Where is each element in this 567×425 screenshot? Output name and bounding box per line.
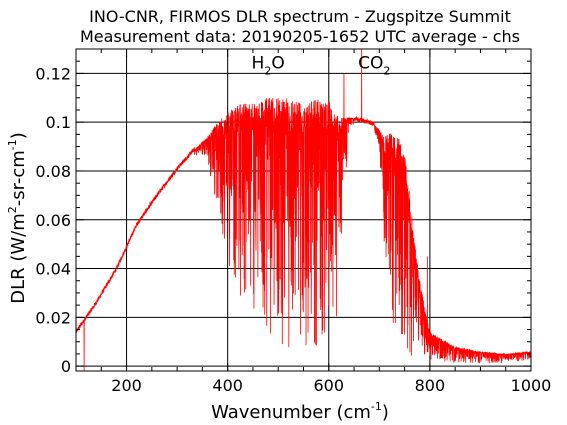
x-tick-label: 800 <box>415 376 446 395</box>
band-annotations: H2O CO2 <box>252 54 391 78</box>
x-tick-label: 1000 <box>511 376 552 395</box>
dlr-spectrum-series <box>75 48 532 372</box>
chart-title: INO-CNR, FIRMOS DLR spectrum - Zugspitze… <box>89 7 511 26</box>
axis-ticks <box>75 48 532 371</box>
y-axis-label: DLR (W/m2-sr-cm-1) <box>6 132 29 304</box>
dlr-spectrum-line <box>75 48 532 372</box>
band-annotation: CO2 <box>358 54 390 78</box>
y-tick-label: 0.06 <box>35 211 71 230</box>
x-tick-label: 200 <box>111 376 142 395</box>
chart-subtitle: Measurement data: 20190205-1652 UTC aver… <box>80 27 520 46</box>
y-tick-label: 0.02 <box>35 308 71 327</box>
y-tick-label: 0.04 <box>35 260 71 279</box>
x-tick-label: 400 <box>212 376 243 395</box>
x-tick-labels: 200 400 600 800 1000 <box>111 376 551 395</box>
x-axis-label: Wavenumber (cm-1) <box>211 400 389 423</box>
y-tick-label: 0.08 <box>35 162 71 181</box>
band-annotation: H2O <box>252 54 285 78</box>
y-tick-labels: 0 0.02 0.04 0.06 0.08 0.1 0.12 <box>35 64 71 376</box>
x-tick-label: 600 <box>314 376 345 395</box>
y-tick-label: 0.1 <box>46 113 71 132</box>
y-tick-label: 0 <box>61 357 71 376</box>
y-tick-label: 0.12 <box>35 64 71 83</box>
